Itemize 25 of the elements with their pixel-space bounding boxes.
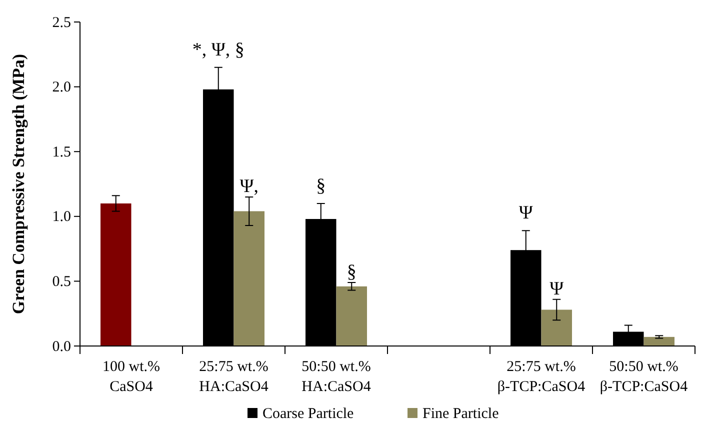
x-tick-label: 50:50 wt.% β-TCP:CaSO4 [600, 359, 688, 395]
x-tick-label: 25:75 wt.% β-TCP:CaSO4 [497, 359, 586, 395]
y-tick-label: 2.0 [52, 80, 71, 96]
annotation: Ψ, [240, 176, 259, 197]
annotation: Ψ [518, 202, 533, 224]
annotation: *, Ψ, § [192, 39, 244, 60]
bar [100, 203, 132, 346]
x-tick-label: 100 wt.% CaSO4 [102, 359, 160, 395]
x-tick-label: 50:50 wt.% HA:CaSO4 [302, 359, 372, 395]
bar [644, 336, 674, 346]
x-tick-label: 25:75 wt.% HA:CaSO4 [199, 359, 269, 395]
bar [541, 310, 572, 346]
y-tick-label: 1.0 [52, 209, 71, 226]
annotation: § [316, 175, 326, 196]
y-tick-label: 0.0 [52, 338, 71, 355]
legend-label: Fine Particle [422, 406, 500, 422]
y-tick-label: 1.5 [52, 144, 71, 160]
bar [336, 286, 367, 346]
y-axis-title: Green Compressive Strength (MPa) [9, 54, 28, 314]
y-tick-label: 0.5 [52, 274, 71, 290]
legend-label: Coarse Particle [262, 406, 354, 422]
annotation: Ψ [550, 278, 564, 300]
bar [234, 211, 264, 346]
y-tick-label: 2.5 [52, 14, 71, 31]
annotation: § [346, 261, 356, 282]
